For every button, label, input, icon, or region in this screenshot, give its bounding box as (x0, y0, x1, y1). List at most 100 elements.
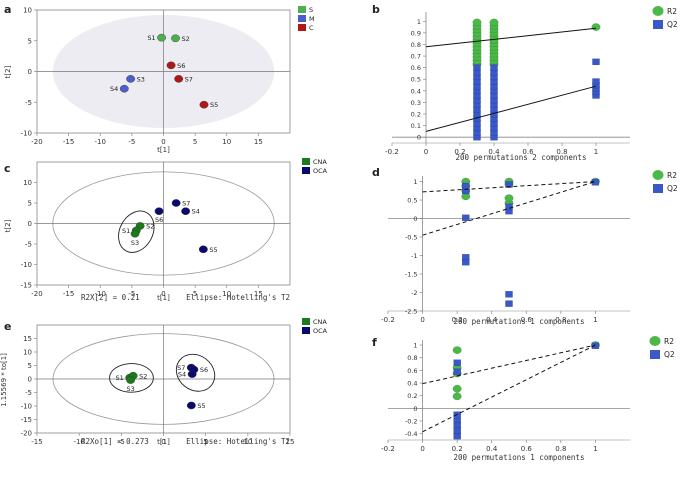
y-tick-label: 0.5 (411, 76, 421, 84)
y-tick-label: -10 (21, 403, 32, 411)
legend-square (653, 20, 663, 29)
footer-ellipse: Ellipse: Hotelling's T2 (186, 437, 290, 446)
r2-point (472, 18, 482, 27)
point-label: S7 (182, 200, 190, 208)
x-tick-label: 0.2 (454, 148, 465, 156)
x-tick-label: 0 (161, 138, 165, 146)
legend-label: R2 (664, 337, 674, 346)
x-axis-label: t[1] (157, 146, 170, 154)
y-tick-label: 10 (23, 179, 32, 187)
x-tick-label: -5 (118, 438, 125, 446)
x-tick-label: 0 (161, 290, 165, 298)
score-point (126, 376, 136, 384)
x-tick-label: 10 (243, 438, 252, 446)
y-tick-label: 1 (413, 342, 417, 350)
x-tick-label: 10 (222, 138, 231, 146)
y-tick-label: 0 (413, 405, 417, 413)
x-axis-label: t[1] (157, 438, 170, 446)
y-tick-label: 0.2 (407, 392, 417, 400)
group-ellipse (109, 363, 154, 393)
panel-label-a: a (4, 3, 11, 16)
x-tick-label: 0.4 (488, 148, 500, 156)
x-tick-label: 5 (193, 290, 197, 298)
regression-line-r2 (425, 27, 597, 48)
q2-point (592, 58, 600, 65)
panel-f: f -0.2 0 0.2 0.4 0.6 0.8 1 -0.4 -0.2 0 0.2 0.4 0.6 0.8… (372, 336, 675, 462)
r2-point (489, 18, 499, 27)
y-axis-label: 1.15569 * to[1] (0, 353, 8, 407)
q2-point (490, 64, 498, 71)
score-point (171, 34, 180, 43)
q2-point (592, 78, 600, 85)
point-label: S7 (185, 75, 193, 83)
point-label: S6 (200, 366, 208, 374)
x-tick-label: 0.6 (522, 148, 534, 156)
score-point (171, 199, 181, 207)
y-tick-label: 1 (413, 178, 417, 186)
legend-swatch (298, 6, 306, 13)
y-tick-label: -10 (21, 261, 32, 269)
q2-point (462, 182, 470, 190)
x-tick-label: 10 (222, 290, 231, 298)
y-tick-label: 0.8 (407, 354, 417, 362)
score-point (198, 245, 208, 254)
x-tick-label: 0 (424, 148, 428, 156)
legend-circle (652, 170, 664, 180)
legend-label: CNA (313, 158, 327, 166)
point-label: S4 (178, 371, 186, 379)
legend-circle (649, 336, 661, 346)
panel-c: c-20 -15 -10 -5 0 5 10 15-15-10-50510t[1]t[2]R2… (4, 158, 328, 302)
y-tick-label: 0 (28, 376, 32, 384)
footer-ellipse: Ellipse: Hotelling's T2 (186, 293, 290, 302)
point-label: S6 (177, 62, 185, 70)
point-label: S6 (155, 216, 163, 224)
legend-label: S (309, 6, 313, 14)
y-tick-label: -5 (25, 241, 32, 249)
x-tick-label: -5 (128, 290, 135, 298)
regression-line-q2 (425, 85, 597, 132)
x-tick-label: -0.2 (381, 445, 395, 453)
panel-e: e-15 -10 -5 0 5 10 15-20-15-10-5051015t[1]1.15… (0, 318, 328, 446)
x-tick-label: 0.2 (452, 445, 463, 453)
legend-label: Q2 (664, 350, 675, 359)
legend-label: Q2 (667, 184, 678, 193)
r2-point (452, 346, 462, 354)
q2-point (505, 300, 513, 307)
q2-point (453, 368, 461, 375)
x-tick-label: -10 (95, 290, 106, 298)
q2-point (505, 181, 513, 188)
score-point (187, 370, 197, 378)
panel-label-e: e (4, 320, 11, 333)
point-label: S2 (139, 372, 147, 380)
score-point (157, 33, 167, 42)
y-tick-label: -0.2 (405, 418, 418, 426)
legend-label: R2 (667, 171, 677, 180)
score-point (166, 61, 176, 70)
panel-label-b: b (372, 3, 380, 16)
y-tick-label: -0.5 (405, 234, 418, 242)
x-tick-label: -15 (31, 438, 42, 446)
panel-label-c: c (4, 162, 11, 175)
legend-circle (652, 6, 664, 16)
point-label: S4 (110, 85, 118, 93)
legend-swatch (302, 327, 310, 334)
q2-point (473, 64, 481, 71)
score-point (126, 75, 136, 83)
score-point (174, 75, 184, 83)
y-tick-label: 0.6 (411, 64, 421, 72)
q2-point (453, 427, 461, 434)
r2-point (591, 23, 601, 31)
point-label: S1 (116, 374, 124, 382)
point-label: S2 (146, 222, 154, 230)
r2-point (452, 384, 462, 393)
q2-point (462, 259, 470, 266)
point-label: S1 (122, 227, 130, 235)
legend-swatch (298, 24, 306, 31)
x-tick-label: 0 (161, 438, 165, 446)
regression-line-r2 (422, 181, 596, 193)
score-point (186, 401, 196, 410)
x-axis-label: 200 permutations 1 components (454, 317, 585, 326)
x-tick-label: -20 (31, 290, 42, 298)
score-point (181, 207, 191, 215)
footer-r2x: R2Xo[1] = 0.273 (81, 437, 149, 446)
